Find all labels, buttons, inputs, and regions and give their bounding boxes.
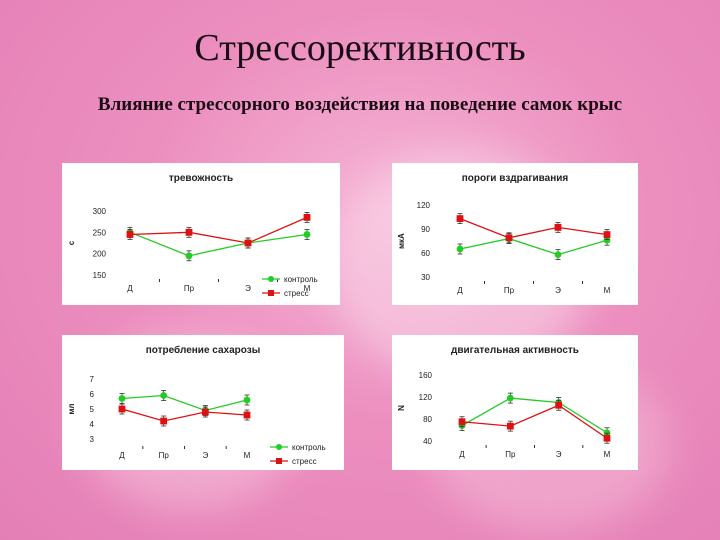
data-point xyxy=(555,401,563,409)
y-tick-label: 120 xyxy=(417,201,431,210)
chart-sucrose: потребление сахарозы мл 3 4 5 6 7 Д Пр Э Мконтроль… xyxy=(67,344,326,466)
chart-title: тревожность xyxy=(169,173,233,184)
y-axis-label: N xyxy=(397,405,406,411)
slide-title: Стрессорективность xyxy=(194,27,526,69)
x-tick-label: Д xyxy=(127,284,133,293)
y-tick-label: 60 xyxy=(421,249,430,258)
legend-entry: стресс xyxy=(292,457,317,466)
y-axis-label: с xyxy=(67,240,76,245)
x-tick-label: Д xyxy=(459,450,465,459)
x-tick-label: Пр xyxy=(159,451,170,460)
x-tick-label: М xyxy=(244,451,251,460)
x-tick-label: Д xyxy=(119,451,125,460)
series-line-1 xyxy=(459,217,608,239)
legend-entry: стресс xyxy=(284,289,309,298)
y-tick-label: 7 xyxy=(90,375,95,384)
data-point xyxy=(201,408,209,416)
y-axis-label: мкА xyxy=(397,233,406,249)
data-point xyxy=(456,215,464,222)
series-line-0 xyxy=(461,397,608,434)
x-tick-label: Пр xyxy=(504,286,515,295)
series-line-0 xyxy=(129,231,308,257)
legend-marker xyxy=(276,458,282,464)
series-line-0 xyxy=(121,394,248,412)
chart-title: двигательная активность xyxy=(451,345,579,356)
chart-startle: пороги вздрагивания мкА 30 60 90 120 Д Пр Э М xyxy=(397,173,611,295)
x-tick-label: Д xyxy=(457,286,463,295)
x-tick-label: М xyxy=(304,284,311,293)
data-point xyxy=(243,396,251,404)
data-point xyxy=(603,236,611,244)
y-axis-label: мл xyxy=(67,404,76,415)
series-line-1 xyxy=(129,216,308,244)
x-tick-label: Э xyxy=(202,451,208,460)
x-tick-label: М xyxy=(604,450,611,459)
x-tick-label: М xyxy=(604,286,611,295)
data-point xyxy=(458,418,466,426)
data-point xyxy=(160,392,168,399)
x-tick-label: Пр xyxy=(184,284,195,293)
data-point xyxy=(603,434,611,442)
legend-marker xyxy=(268,290,274,296)
series-line-1 xyxy=(461,404,608,439)
chart-title: пороги вздрагивания xyxy=(462,173,569,184)
data-point xyxy=(506,422,514,430)
x-tick-label: Э xyxy=(556,450,562,459)
chart-panel-startle: пороги вздрагивания мкА 30 60 90 120 Д Пр Э М xyxy=(392,163,638,305)
y-tick-label: 40 xyxy=(423,437,432,446)
data-point xyxy=(185,228,193,236)
data-point xyxy=(118,405,126,413)
data-point xyxy=(456,245,464,253)
chart-title: потребление сахарозы xyxy=(146,344,261,356)
x-tick-label: Э xyxy=(245,284,251,293)
data-point xyxy=(554,251,562,258)
y-tick-label: 160 xyxy=(419,371,433,380)
series-line-0 xyxy=(459,237,608,256)
y-tick-label: 200 xyxy=(93,250,107,259)
legend-entry: контроль xyxy=(284,275,318,284)
y-tick-label: 300 xyxy=(93,207,107,216)
data-point xyxy=(303,214,311,221)
y-tick-label: 250 xyxy=(93,228,107,237)
data-point xyxy=(554,224,562,231)
x-tick-label: Э xyxy=(555,286,561,295)
y-tick-label: 3 xyxy=(90,435,95,444)
data-point xyxy=(160,417,168,425)
y-tick-label: 90 xyxy=(421,225,430,234)
y-tick-label: 120 xyxy=(419,393,433,402)
y-tick-label: 80 xyxy=(423,415,432,424)
y-tick-label: 4 xyxy=(90,420,95,429)
chart-panel-locomotor: двигательная активность N 40 80 120 160 Д Пр Э М xyxy=(392,335,638,470)
data-point xyxy=(118,395,126,402)
y-tick-label: 5 xyxy=(90,405,95,414)
data-point xyxy=(506,394,514,402)
data-point xyxy=(126,231,134,238)
slide-subtitle: Влияние стрессорного воздействия на пове… xyxy=(97,94,623,115)
legend-marker xyxy=(268,276,274,282)
legend-entry: контроль xyxy=(292,443,326,452)
legend-marker xyxy=(276,444,282,450)
data-point xyxy=(303,231,311,238)
x-tick-label: Пр xyxy=(505,450,516,459)
y-tick-label: 6 xyxy=(90,390,95,399)
y-tick-label: 150 xyxy=(93,271,107,280)
data-point xyxy=(603,231,611,238)
chart-locomotor: двигательная активность N 40 80 120 160 Д Пр Э М xyxy=(397,345,611,459)
data-point xyxy=(505,234,513,242)
series-line-1 xyxy=(121,408,248,422)
data-point xyxy=(603,429,611,437)
data-point xyxy=(244,239,252,247)
y-tick-label: 30 xyxy=(421,273,430,282)
data-point xyxy=(185,252,193,260)
data-point xyxy=(243,411,251,419)
